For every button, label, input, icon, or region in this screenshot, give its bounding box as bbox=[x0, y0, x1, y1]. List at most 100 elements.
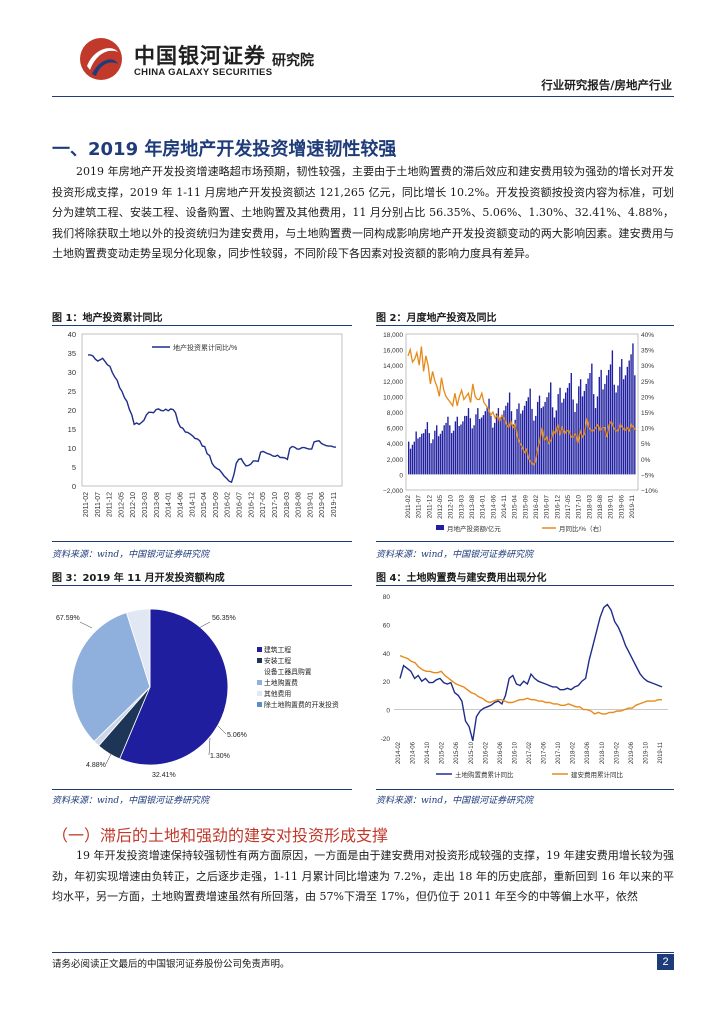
bar-monthly-investment bbox=[512, 424, 515, 475]
bar-monthly-investment bbox=[499, 417, 501, 475]
series-line-land-cost bbox=[399, 603, 663, 741]
legend-label: 建筑工程 bbox=[264, 645, 291, 654]
x-tick-label: 2014-06 bbox=[490, 495, 497, 519]
x-tick-label: 2011-07 bbox=[95, 492, 102, 517]
bar-monthly-investment bbox=[533, 420, 535, 475]
x-tick-label: 2015-02 bbox=[440, 741, 446, 764]
x-tick-label: 2018-03 bbox=[284, 492, 291, 518]
y-tick-label: 5 bbox=[72, 463, 76, 472]
bar-monthly-investment bbox=[609, 364, 612, 475]
x-tick-label: 2017-10 bbox=[576, 495, 583, 519]
bar-monthly-investment bbox=[417, 438, 419, 475]
institute-name: 研究院 bbox=[272, 53, 314, 69]
bar-monthly-investment bbox=[578, 386, 580, 475]
bar-monthly-investment bbox=[587, 378, 589, 475]
y-left-tick-label: 10,000 bbox=[383, 394, 403, 401]
y-left-tick-label: 4,000 bbox=[387, 441, 404, 448]
bar-monthly-investment bbox=[430, 443, 432, 475]
bar-monthly-investment bbox=[419, 437, 421, 475]
y-right-tick-label: −10% bbox=[641, 488, 658, 495]
x-tick-label: 2013-03 bbox=[458, 495, 465, 519]
pie-data-label: 56.35% bbox=[212, 615, 236, 622]
y-tick-label: 80 bbox=[383, 594, 391, 601]
x-tick-label: 2017-10 bbox=[272, 492, 279, 518]
y-right-tick-label: 0% bbox=[641, 457, 651, 464]
x-tick-label: 2013-08 bbox=[154, 492, 161, 518]
bar-monthly-investment bbox=[628, 360, 630, 475]
bar-monthly-investment bbox=[529, 388, 531, 475]
bar-monthly-investment bbox=[441, 430, 444, 475]
x-tick-label: 2014-01 bbox=[480, 495, 487, 519]
bar-monthly-investment bbox=[454, 421, 457, 475]
bar-monthly-investment bbox=[473, 425, 475, 475]
bar-monthly-investment bbox=[600, 369, 602, 475]
legend-label: 地产投资累计同比/% bbox=[173, 343, 237, 352]
bar-monthly-investment bbox=[484, 411, 486, 475]
bar-monthly-investment bbox=[479, 419, 481, 475]
bar-monthly-investment bbox=[432, 439, 434, 475]
plot-frame bbox=[405, 333, 639, 491]
pie-data-label: 5.06% bbox=[227, 732, 247, 739]
x-tick-label: 2014-06 bbox=[177, 492, 184, 518]
legend-swatch bbox=[257, 680, 262, 685]
bar-monthly-investment bbox=[559, 387, 561, 475]
page-number: 2 bbox=[657, 954, 674, 970]
bar-monthly-investment bbox=[428, 433, 430, 475]
bar-monthly-investment bbox=[564, 392, 567, 475]
bar-monthly-investment bbox=[542, 406, 544, 475]
series-line-construction-cost bbox=[399, 654, 662, 715]
bar-monthly-investment bbox=[422, 433, 425, 475]
x-tick-label: 2018-02 bbox=[571, 741, 577, 764]
y-tick-label: 40 bbox=[68, 330, 76, 339]
subsection-title: （一）滞后的土地和强劲的建安对投资形成支撑 bbox=[52, 826, 389, 845]
legend-swatch bbox=[257, 658, 262, 663]
x-tick-label: 2017-05 bbox=[565, 495, 572, 519]
bar-monthly-investment bbox=[492, 427, 494, 475]
bar-monthly-investment bbox=[602, 389, 604, 475]
pie-leader-line bbox=[217, 725, 227, 735]
y-tick-label: 0 bbox=[72, 482, 76, 491]
y-right-tick-label: 20% bbox=[641, 394, 654, 401]
bar-monthly-investment bbox=[591, 363, 593, 475]
report-category: 行业研究报告/房地产行业 bbox=[541, 78, 672, 92]
y-left-tick-label: 2,000 bbox=[387, 457, 404, 464]
y-right-tick-label: 5% bbox=[641, 441, 651, 448]
x-tick-label: 2015-04 bbox=[201, 492, 208, 518]
x-tick-label: 2019-01 bbox=[307, 492, 314, 518]
bar-monthly-investment bbox=[477, 408, 479, 475]
y-right-tick-label: 35% bbox=[641, 348, 654, 355]
bar-monthly-investment bbox=[493, 422, 496, 475]
section-paragraph: 2019 年房地产开发投资增速略超市场预期，韧性较强，主要由于土地购置费的滞后效… bbox=[52, 162, 674, 265]
bar-monthly-investment bbox=[443, 425, 445, 475]
figure-3-source: 资料来源：wind，中国银河证券研究院 bbox=[52, 796, 210, 806]
bar-monthly-investment bbox=[434, 430, 436, 475]
legend-label: 月同比/%（右） bbox=[559, 524, 606, 533]
y-right-tick-label: 10% bbox=[641, 426, 654, 433]
bar-monthly-investment bbox=[555, 410, 558, 475]
bar-monthly-investment bbox=[563, 398, 565, 475]
bar-monthly-investment bbox=[527, 397, 529, 475]
bar-monthly-investment bbox=[510, 411, 513, 475]
bar-monthly-investment bbox=[615, 392, 617, 475]
figure-4-source: 资料来源：wind，中国银河证券研究院 bbox=[376, 796, 534, 806]
x-tick-label: 2014-02 bbox=[396, 741, 402, 764]
bar-monthly-investment bbox=[467, 408, 470, 475]
y-left-tick-label: −2,000 bbox=[383, 488, 403, 495]
y-tick-label: 35 bbox=[68, 349, 76, 358]
legend-label: 其他费用 bbox=[264, 689, 291, 698]
bar-monthly-investment bbox=[621, 359, 623, 475]
x-tick-label: 2019-11 bbox=[658, 741, 664, 763]
bar-monthly-investment bbox=[531, 408, 533, 475]
y-right-tick-label: 40% bbox=[641, 332, 654, 339]
y-left-tick-label: 14,000 bbox=[383, 363, 403, 370]
legend-label: 安装工程 bbox=[264, 656, 291, 665]
legend-label: 月地产投资额/亿元 bbox=[447, 524, 501, 533]
y-left-tick-label: 18,000 bbox=[383, 332, 403, 339]
x-tick-label: 2015-09 bbox=[522, 495, 529, 519]
bar-monthly-investment bbox=[471, 428, 473, 475]
bar-monthly-investment bbox=[622, 379, 625, 475]
bar-monthly-investment bbox=[501, 415, 503, 475]
x-tick-label: 2012-05 bbox=[118, 492, 125, 518]
x-tick-label: 2014-11 bbox=[189, 492, 196, 517]
bar-monthly-investment bbox=[452, 430, 455, 475]
